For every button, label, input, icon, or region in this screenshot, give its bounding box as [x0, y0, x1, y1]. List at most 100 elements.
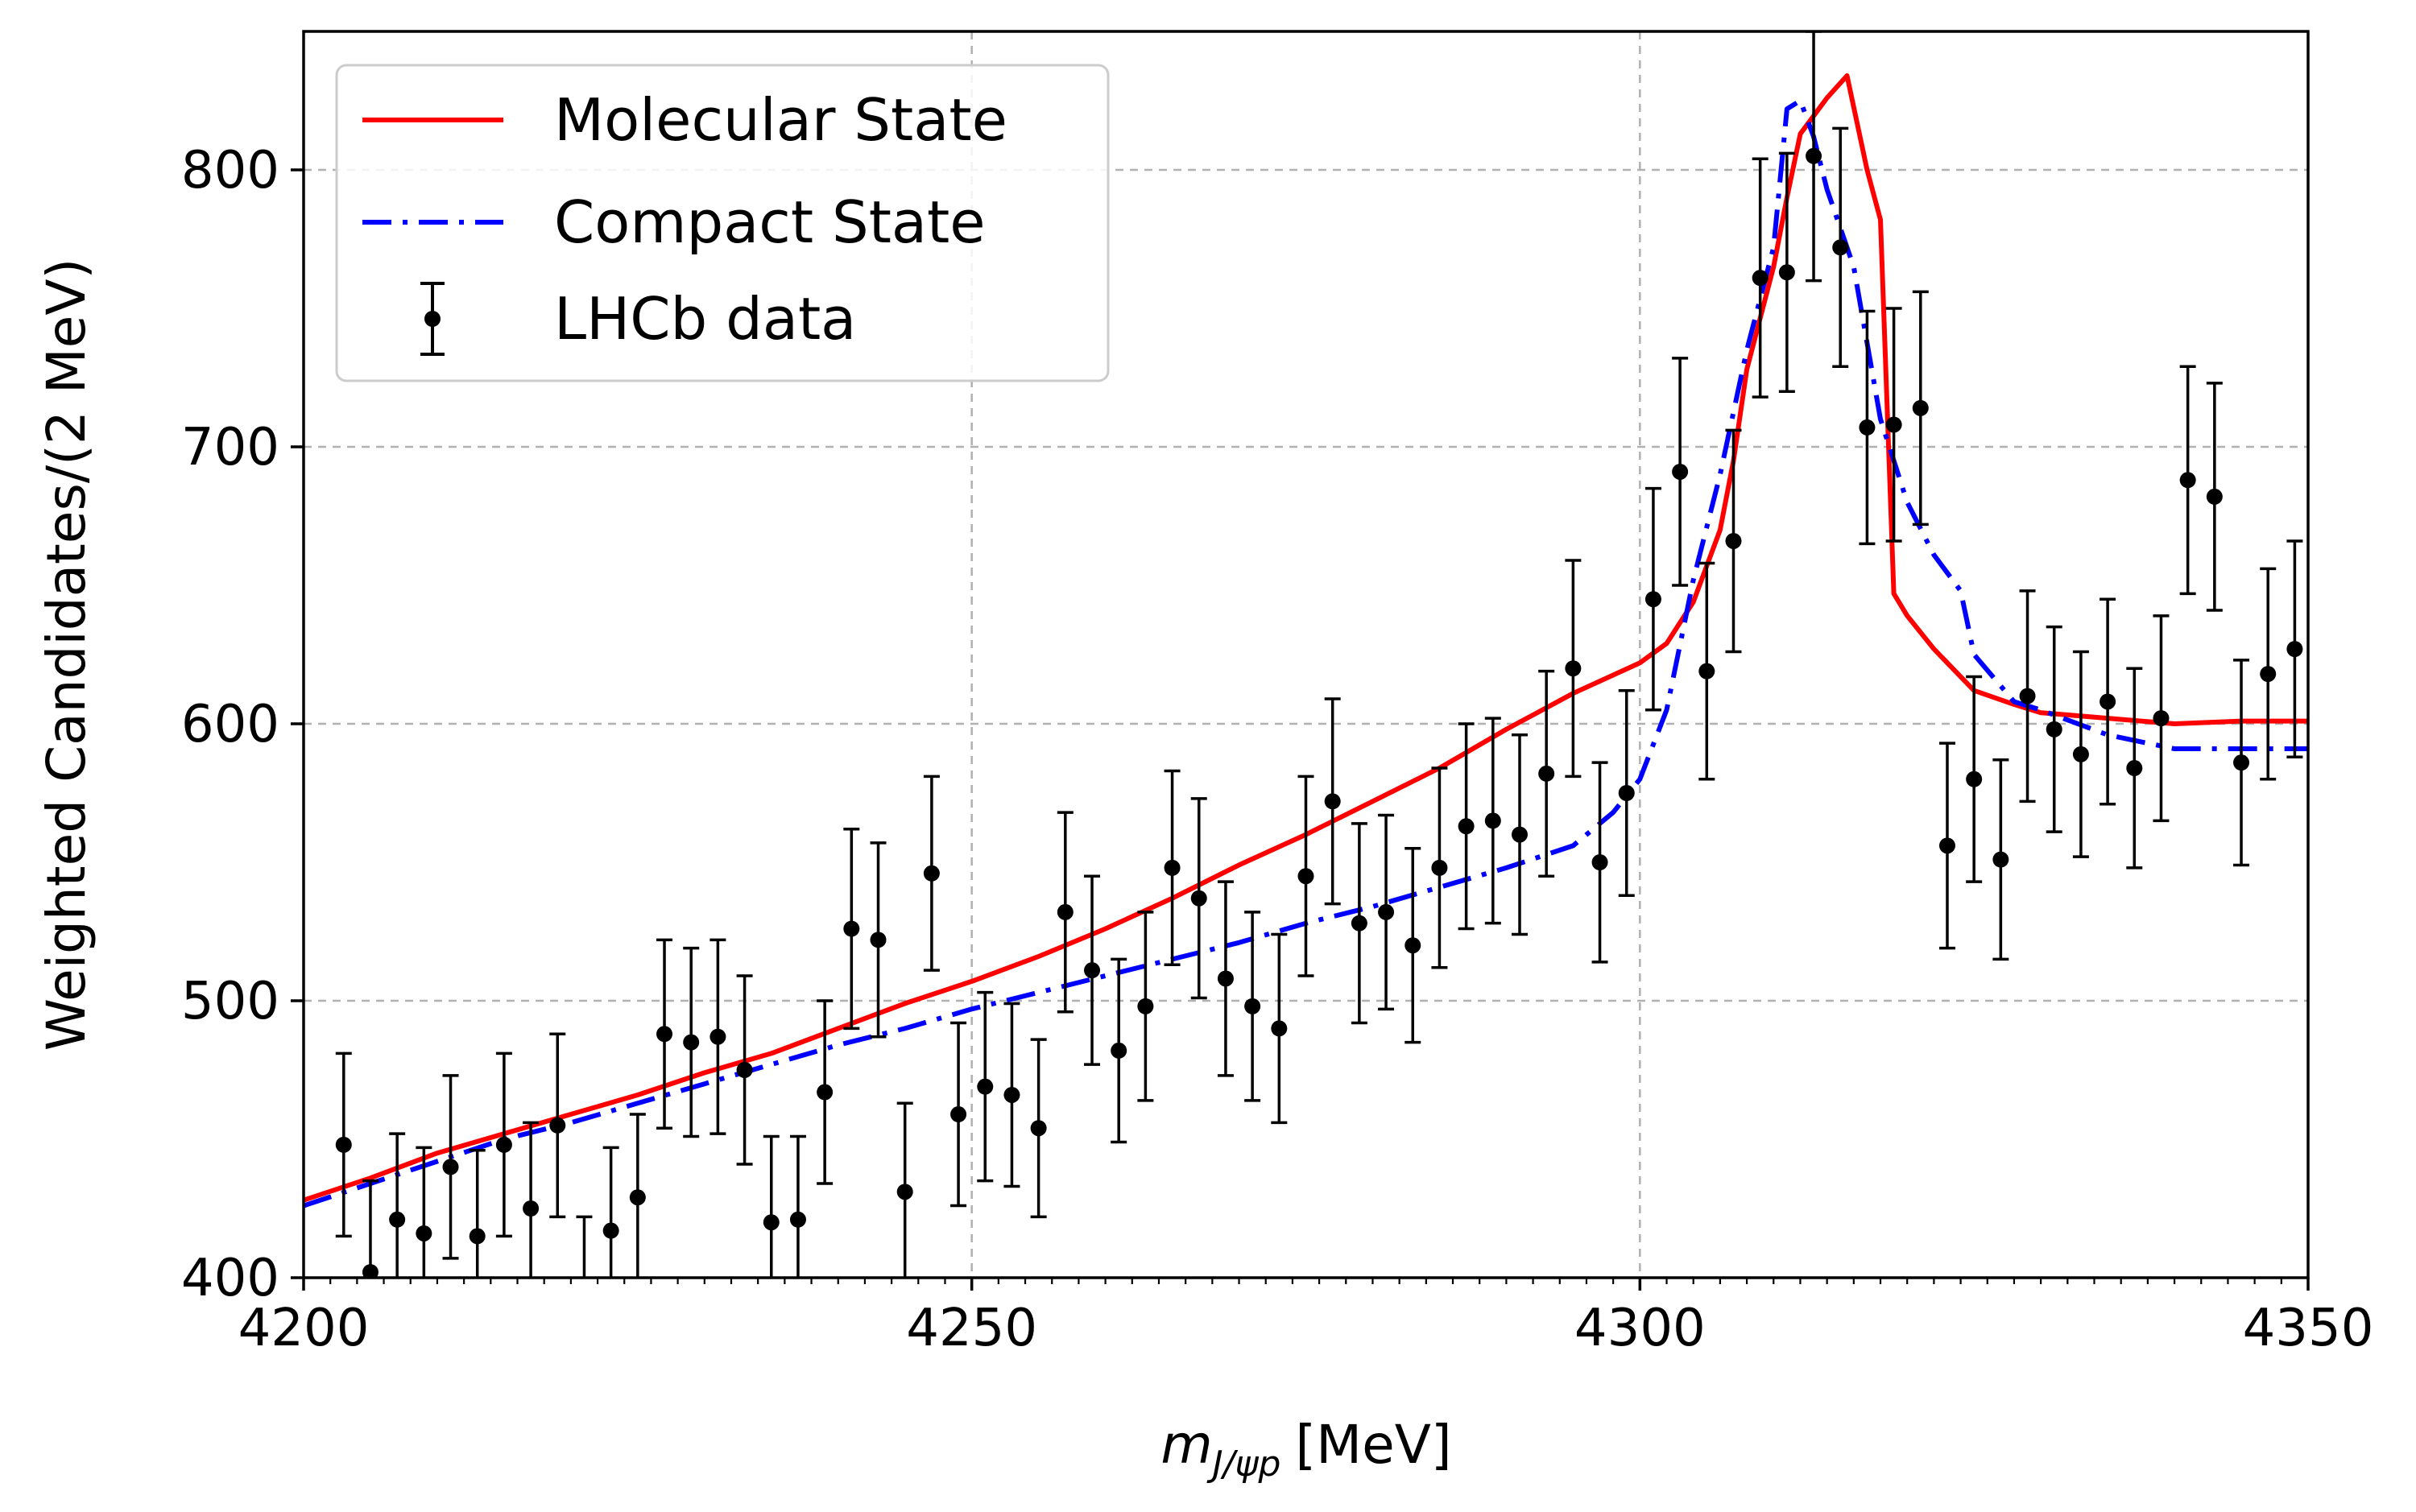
data-marker — [1752, 270, 1769, 287]
x-tick-label: 4350 — [2243, 1299, 2374, 1358]
data-point — [1752, 157, 1769, 399]
data-marker — [1618, 785, 1635, 801]
data-point — [1565, 559, 1582, 779]
data-marker — [1565, 660, 1582, 677]
legend-box — [335, 64, 1110, 382]
data-marker — [549, 1117, 566, 1134]
data-marker — [362, 1264, 379, 1278]
data-point — [495, 1051, 512, 1238]
data-marker — [1912, 399, 1929, 416]
data-point — [1431, 766, 1448, 969]
data-marker — [1244, 998, 1261, 1014]
data-marker — [1217, 970, 1234, 987]
data-marker — [1511, 826, 1528, 843]
data-point — [1832, 126, 1849, 368]
data-marker — [2233, 754, 2250, 771]
data-point — [1217, 880, 1234, 1077]
data-marker — [656, 1026, 673, 1043]
data-marker — [736, 1062, 753, 1078]
data-point — [1912, 290, 1929, 527]
data-marker — [2100, 693, 2116, 710]
data-point — [1644, 486, 1661, 712]
data-marker — [817, 1084, 834, 1101]
data-marker — [1405, 937, 1421, 954]
data-marker — [1190, 890, 1207, 907]
data-point — [1725, 428, 1742, 654]
data-point — [1458, 722, 1475, 931]
data-point — [549, 1032, 566, 1219]
data-point — [843, 827, 860, 1031]
data-marker — [1431, 859, 1448, 876]
data-marker — [1324, 793, 1341, 810]
data-point — [1003, 1002, 1020, 1188]
data-marker — [1538, 765, 1555, 782]
data-point — [602, 1146, 619, 1278]
data-marker — [950, 1106, 967, 1123]
data-point — [1057, 811, 1074, 1014]
data-point — [1885, 307, 1902, 543]
data-marker — [789, 1211, 806, 1228]
series-lines — [304, 73, 2308, 1208]
data-marker — [1378, 903, 1395, 920]
y-axis-label: Weighted Candidates/(2 MeV) — [35, 258, 97, 1051]
data-point — [1190, 797, 1207, 1000]
data-marker — [389, 1211, 406, 1228]
data-marker — [870, 932, 887, 948]
data-point — [1271, 932, 1288, 1125]
data-point — [709, 938, 726, 1135]
data-point — [1859, 309, 1876, 546]
data-marker — [629, 1189, 646, 1206]
data-marker — [1297, 868, 1314, 885]
data-marker — [1778, 264, 1795, 281]
y-tick-label: 700 — [181, 418, 279, 477]
data-marker — [683, 1034, 700, 1051]
data-marker — [602, 1222, 619, 1239]
x-tick-label: 4250 — [906, 1299, 1037, 1358]
data-marker — [416, 1225, 432, 1241]
data-marker — [1992, 851, 2009, 868]
data-point — [1324, 697, 1341, 906]
x-axis-label-var: m — [1160, 1414, 1212, 1476]
data-point — [1992, 758, 2009, 961]
data-point — [442, 1074, 459, 1260]
data-marker — [1832, 239, 1849, 256]
data-point — [950, 1021, 967, 1208]
data-marker — [1806, 147, 1822, 164]
series-line-compact-state — [304, 98, 2308, 1208]
data-point — [416, 1146, 432, 1278]
data-marker — [709, 1028, 726, 1045]
data-marker — [1271, 1020, 1288, 1037]
data-marker — [335, 1136, 352, 1153]
y-tick-label: 500 — [181, 972, 279, 1031]
data-point — [2179, 365, 2196, 596]
data-point — [1484, 717, 1501, 925]
data-marker — [977, 1078, 994, 1095]
data-point — [362, 1179, 379, 1278]
legend-swatch-data — [420, 282, 445, 356]
plot-frame — [302, 30, 2310, 1279]
data-point — [1378, 813, 1395, 1011]
data-point — [469, 1149, 486, 1278]
data-marker — [896, 1184, 913, 1200]
axis-ticks — [291, 168, 2310, 1291]
data-point — [335, 1051, 352, 1238]
data-point — [576, 1215, 593, 1278]
data-point — [896, 1101, 913, 1278]
data-marker — [2179, 472, 2196, 489]
y-tick-label: 600 — [181, 695, 279, 754]
data-point — [1938, 742, 1955, 950]
data-marker — [2126, 760, 2143, 777]
data-marker — [1084, 962, 1101, 979]
data-marker — [1644, 591, 1661, 608]
data-point — [1778, 151, 1795, 393]
data-marker — [523, 1200, 540, 1217]
data-point — [2286, 539, 2303, 759]
legend-label-compact: Compact State — [554, 188, 986, 256]
data-marker — [1885, 416, 1902, 433]
data-point — [1297, 775, 1314, 977]
data-marker — [1137, 998, 1154, 1014]
x-axis-label-sub: J/ψp — [1206, 1444, 1281, 1485]
data-point — [2019, 589, 2036, 804]
data-point — [2153, 614, 2170, 823]
